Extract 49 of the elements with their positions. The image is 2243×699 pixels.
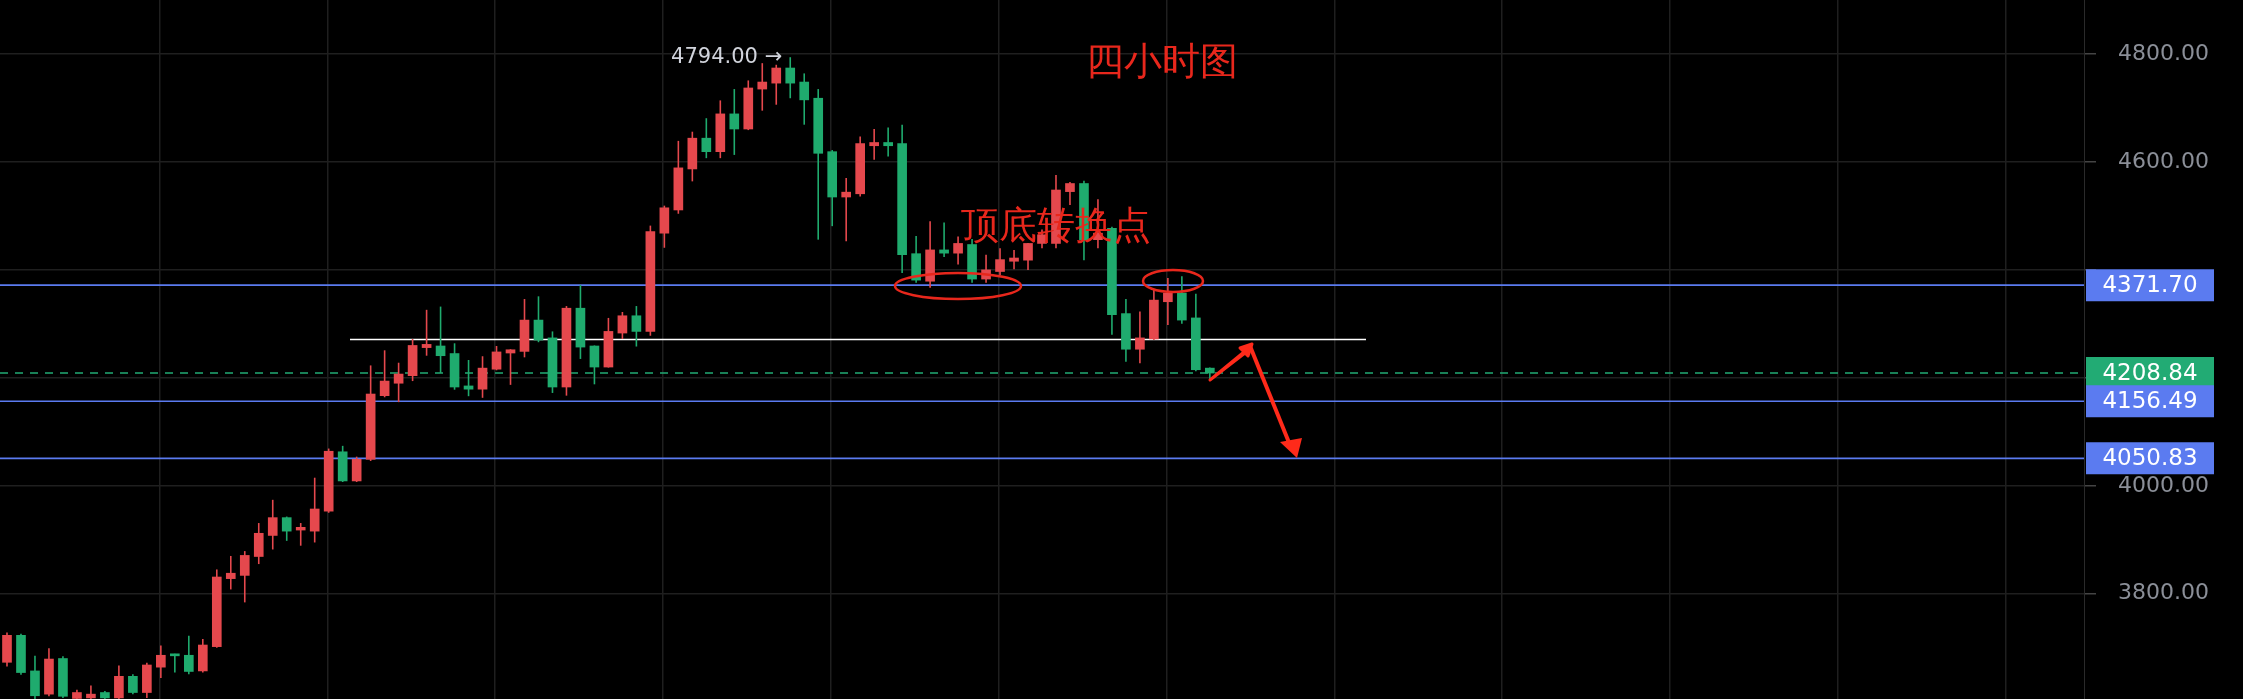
ref-line-label: 4050.83 xyxy=(2102,444,2198,471)
candlestick xyxy=(1065,181,1075,206)
candlestick xyxy=(799,72,810,126)
candlestick xyxy=(379,349,390,399)
candlestick xyxy=(183,635,194,675)
candlestick xyxy=(729,88,740,156)
candlestick xyxy=(477,355,488,399)
candlestick xyxy=(1163,277,1173,326)
candlestick xyxy=(1023,242,1033,271)
candlestick xyxy=(86,684,96,699)
candlestick xyxy=(351,455,362,483)
candlestick xyxy=(393,361,404,403)
candlestick xyxy=(771,63,782,106)
ref-line-label: 4208.84 xyxy=(2102,359,2198,386)
candlestick xyxy=(170,652,180,674)
candlestick xyxy=(785,56,796,100)
candlestick xyxy=(156,644,166,679)
candlestick xyxy=(869,128,879,161)
y-tick-label: 3800.00 xyxy=(2118,579,2209,605)
candlestick xyxy=(225,555,236,591)
candlestick xyxy=(1135,310,1145,365)
candlestick xyxy=(421,309,432,357)
candlestick xyxy=(128,673,138,695)
ref-line-label: 4371.70 xyxy=(2102,271,2198,298)
candlestick xyxy=(295,522,306,547)
candlestick xyxy=(883,126,893,158)
candlestick xyxy=(239,550,250,604)
candlestick xyxy=(309,476,320,544)
y-tick-label: 4800.00 xyxy=(2118,39,2209,65)
candlestick xyxy=(1009,249,1019,271)
candlestick xyxy=(631,305,642,348)
candlestick xyxy=(114,664,124,699)
y-tick-label: 4000.00 xyxy=(2118,471,2209,497)
ref-line-label: 4156.49 xyxy=(2102,387,2198,414)
candlestick xyxy=(281,515,292,542)
text: 四小时图 xyxy=(1086,38,1238,83)
candlestick xyxy=(995,247,1005,277)
candlestick xyxy=(701,117,712,159)
candlestick xyxy=(505,348,516,386)
candlestick xyxy=(253,522,264,565)
annotation: 4794.00 → xyxy=(671,43,783,68)
candlestick xyxy=(841,177,852,243)
candlestick xyxy=(533,295,544,344)
candlestick xyxy=(491,345,502,372)
candlestick xyxy=(757,62,768,112)
candlestick xyxy=(617,311,628,340)
y-tick-label: 4600.00 xyxy=(2118,147,2209,173)
candlestick xyxy=(267,499,278,551)
candlestick xyxy=(953,235,963,266)
